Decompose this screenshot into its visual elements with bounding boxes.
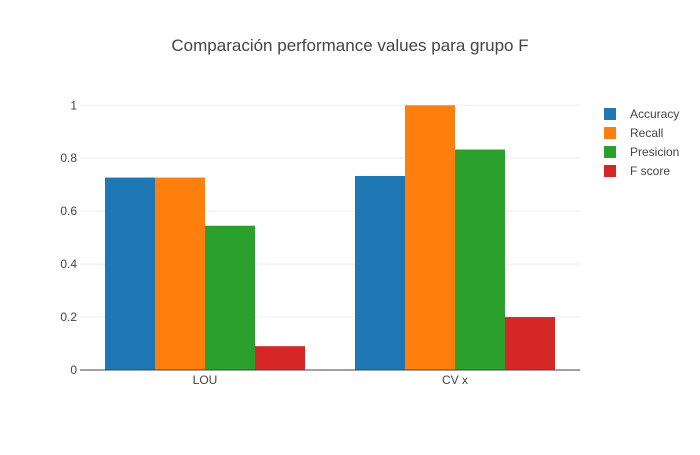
legend-item-accuracy[interactable]: Accuracy — [604, 107, 679, 121]
legend-label: F score — [630, 164, 670, 178]
legend[interactable]: Accuracy Recall Presicion F score — [604, 107, 679, 178]
legend-swatch — [604, 165, 616, 177]
bar-f-score[interactable] — [255, 346, 305, 370]
bar-f-score[interactable] — [505, 317, 555, 370]
y-tick-label: 0.2 — [60, 310, 77, 324]
y-tick-label: 0.8 — [60, 151, 77, 165]
legend-label: Recall — [630, 126, 663, 140]
y-tick-label: 1 — [70, 98, 77, 112]
legend-item-recall[interactable]: Recall — [604, 126, 663, 140]
legend-label: Accuracy — [630, 107, 679, 121]
bar-recall[interactable] — [155, 177, 205, 370]
legend-item-presicion[interactable]: Presicion — [604, 145, 679, 159]
legend-swatch — [604, 146, 616, 158]
bar-presicion[interactable] — [455, 149, 505, 371]
legend-swatch — [604, 127, 616, 139]
y-tick-label: 0.4 — [60, 257, 77, 271]
legend-item-f-score[interactable]: F score — [604, 164, 670, 178]
bars — [105, 105, 555, 370]
bar-recall[interactable] — [405, 105, 455, 370]
bar-accuracy[interactable] — [355, 175, 405, 370]
y-tick-label: 0 — [70, 363, 77, 377]
x-tick-label: CV x — [442, 373, 468, 387]
bar-accuracy[interactable] — [105, 177, 155, 370]
legend-label: Presicion — [630, 145, 679, 159]
bar-presicion[interactable] — [205, 225, 255, 370]
x-tick-label: LOU — [193, 373, 218, 387]
chart-title: Comparación performance values para grup… — [171, 36, 528, 55]
axes: 0 0.2 0.4 0.6 0.8 1 LOU CV x — [60, 98, 580, 387]
legend-swatch — [604, 108, 616, 120]
y-tick-label: 0.6 — [60, 204, 77, 218]
